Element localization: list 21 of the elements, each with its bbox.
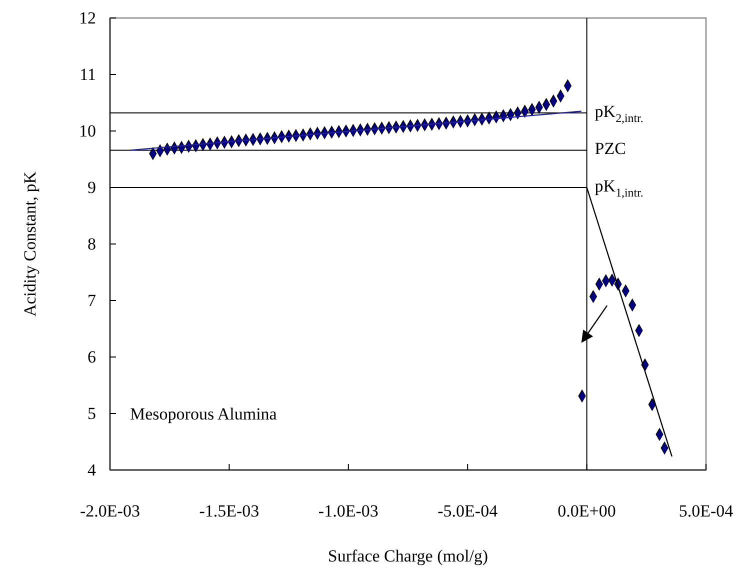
x-tick-label: -2.0E-03 [80,502,140,520]
x-tick-label: -5.0E-04 [438,502,498,520]
y-tick-label: 7 [88,291,96,310]
x-tick-label: -1.5E-03 [199,502,260,520]
ref-line-label: pK$_{1,intr.}$ [594,176,644,200]
x-tick-label: 5.0E-04 [678,502,734,520]
ref-line-label: PZC [594,138,626,158]
y-tick-label: 5 [88,404,96,423]
x-tick-label: -1.0E-03 [318,502,378,520]
y-tick-label: 8 [88,234,96,254]
annotation: Mesoporous Alumina [130,404,278,424]
y-tick-label: 11 [80,65,96,84]
y-tick-label: 4 [88,460,96,480]
y-tick-label: 10 [79,122,96,140]
y-tick-label: 12 [79,8,96,28]
y-tick-label: 9 [88,178,96,197]
ref-line-label: pK$_{2,intr.}$ [594,101,644,125]
y-tick-label: 6 [88,348,96,366]
y-axis-title: Acidity Constant, pK [20,170,40,316]
x-tick-label: 0.0E+00 [558,502,616,520]
x-axis-title: Surface Charge (mol/g) [328,546,488,566]
